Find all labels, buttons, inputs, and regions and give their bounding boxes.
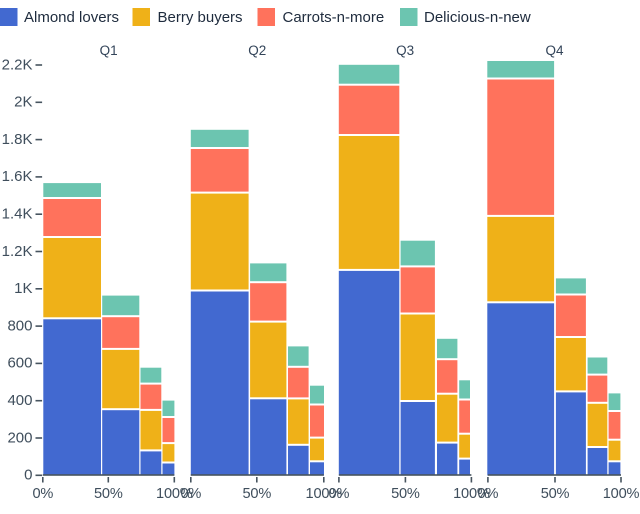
svg-text:1.6K: 1.6K	[2, 168, 33, 185]
svg-text:0%: 0%	[329, 486, 350, 502]
svg-text:100%: 100%	[603, 486, 640, 502]
svg-text:1K: 1K	[14, 280, 32, 297]
svg-text:0%: 0%	[478, 486, 499, 502]
svg-text:2.2K: 2.2K	[2, 56, 33, 73]
svg-text:Q4: Q4	[545, 43, 564, 58]
svg-text:800: 800	[7, 317, 32, 334]
svg-text:1.8K: 1.8K	[2, 131, 33, 148]
svg-text:600: 600	[7, 355, 32, 372]
svg-text:0%: 0%	[180, 486, 201, 502]
svg-text:100%: 100%	[453, 486, 490, 502]
svg-text:Delicious-n-new: Delicious-n-new	[424, 9, 531, 26]
svg-text:Berry buyers: Berry buyers	[158, 9, 243, 26]
svg-text:Q2: Q2	[248, 43, 266, 58]
svg-text:200: 200	[7, 429, 32, 446]
svg-text:1.4K: 1.4K	[2, 206, 33, 223]
svg-text:Almond lovers: Almond lovers	[24, 9, 119, 26]
svg-text:100%: 100%	[306, 486, 343, 502]
svg-text:0: 0	[24, 467, 32, 484]
svg-text:400: 400	[7, 392, 32, 409]
svg-text:50%: 50%	[94, 486, 123, 502]
svg-text:50%: 50%	[242, 486, 271, 502]
svg-text:Q1: Q1	[100, 43, 118, 58]
svg-text:1.2K: 1.2K	[2, 243, 33, 260]
svg-text:Q3: Q3	[396, 43, 414, 58]
svg-text:50%: 50%	[391, 486, 420, 502]
svg-text:0%: 0%	[32, 486, 53, 502]
svg-text:2K: 2K	[14, 94, 32, 111]
svg-text:50%: 50%	[541, 486, 570, 502]
svg-text:Carrots-n-more: Carrots-n-more	[283, 9, 385, 26]
svg-text:100%: 100%	[156, 486, 193, 502]
